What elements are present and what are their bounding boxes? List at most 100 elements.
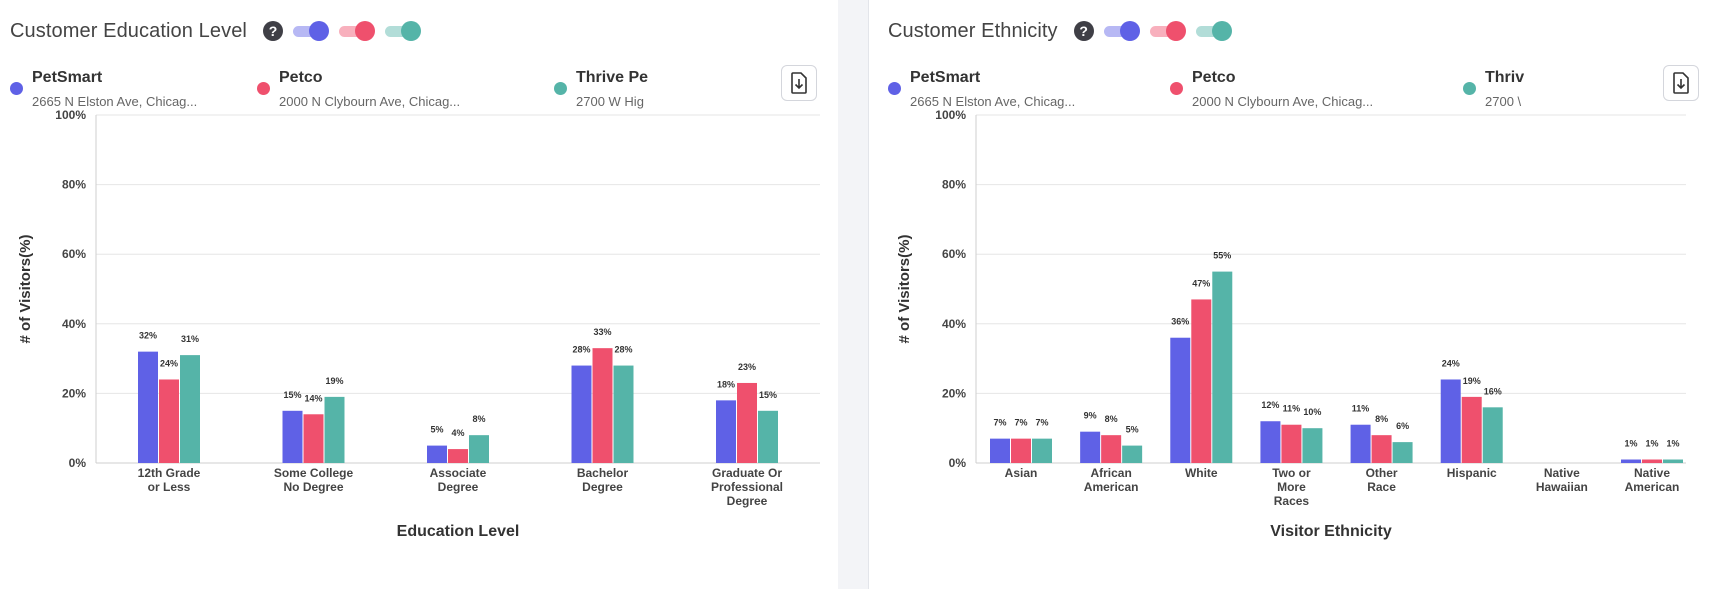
y-tick-label: 20% [62,386,86,400]
data-label: 24% [1442,358,1460,368]
bar-petsmart[interactable] [1440,379,1461,463]
legend-address: 2700 \ [1485,94,1522,109]
y-tick-label: 60% [942,247,966,261]
x-tick-label: Two or More Races [1272,466,1311,508]
bar-petco[interactable] [448,449,468,463]
data-label: 1% [1624,439,1637,449]
data-label: 8% [1105,414,1118,424]
petco-toggle[interactable] [338,20,375,42]
x-tick-label: White [1185,466,1218,480]
bar-petsmart[interactable] [427,445,447,463]
data-label: 33% [593,327,611,337]
bar-thrive-pe[interactable] [180,355,200,463]
x-tick-label: Bachelor Degree [577,466,629,494]
x-axis-title: Visitor Ethnicity [1270,523,1392,540]
bar-petco[interactable] [1642,459,1662,463]
thrive-toggle[interactable] [384,20,421,42]
bar-thriv[interactable] [1663,459,1683,463]
petsmart-toggle[interactable] [1103,20,1140,42]
bar-thrive-pe[interactable] [758,410,778,463]
education-panel: Customer Education Level ? PetSmart 2665… [0,0,838,589]
data-label: 4% [451,428,464,438]
bar-thriv[interactable] [1482,407,1503,463]
bar-petsmart[interactable] [1170,337,1191,463]
legend-dot [554,82,567,95]
y-tick-label: 100% [55,110,86,122]
legend-item-thrive[interactable]: Thriv 2700 \ [1463,66,1546,112]
legend-item-petsmart[interactable]: PetSmart 2665 N Elston Ave, Chicag... [10,66,240,112]
x-tick-label: Hispanic [1447,466,1497,480]
legend-dot [257,82,270,95]
chart-legend: PetSmart 2665 N Elston Ave, Chicag... Pe… [888,66,1546,112]
data-label: 15% [283,390,301,400]
help-icon[interactable]: ? [262,21,283,41]
x-tick-label: Native Hawaiian [1536,466,1588,494]
legend-name: Petco [279,69,323,86]
bar-petco[interactable] [1191,299,1212,463]
data-label: 1% [1666,439,1679,449]
bar-petsmart[interactable] [282,410,303,463]
legend-item-petco[interactable]: Petco 2000 N Clybourn Ave, Chicag... [257,66,517,112]
legend-dot [1463,82,1476,95]
data-label: 23% [738,362,756,372]
y-axis-title: # of Visitors(%) [17,235,34,344]
data-label: 11% [1283,404,1301,414]
download-icon [791,72,807,94]
y-tick-label: 40% [942,317,966,331]
download-button[interactable] [781,65,817,101]
legend-item-petco[interactable]: Petco 2000 N Clybourn Ave, Chicag... [1170,66,1430,112]
petsmart-toggle[interactable] [292,20,329,42]
data-label: 12% [1261,400,1279,410]
bar-petco[interactable] [303,414,324,463]
bar-thriv[interactable] [1032,438,1052,463]
data-label: 9% [1084,411,1097,421]
data-label: 7% [1014,418,1027,428]
bar-petsmart[interactable] [1350,424,1371,463]
ethnicity-title-row: Customer Ethnicity ? [888,16,1232,46]
bar-thriv[interactable] [1122,445,1143,463]
bar-thriv[interactable] [1392,442,1413,463]
data-label: 7% [1035,418,1048,428]
bar-petco[interactable] [1281,424,1302,463]
bar-thriv[interactable] [1212,271,1233,463]
bar-petco[interactable] [737,382,757,463]
legend-dot [1170,82,1183,95]
bar-petsmart[interactable] [990,438,1010,463]
bar-petco[interactable] [1371,435,1392,463]
x-axis-title: Education Level [397,523,520,540]
bar-petco[interactable] [1101,435,1122,463]
bar-petco[interactable] [159,379,179,463]
legend-name: PetSmart [910,69,981,86]
bar-petsmart[interactable] [716,400,736,463]
legend-item-petsmart[interactable]: PetSmart 2665 N Elston Ave, Chicag... [888,66,1118,112]
y-tick-label: 0% [69,456,87,470]
data-label: 11% [1352,404,1370,414]
data-label: 16% [1484,386,1502,396]
bar-petsmart[interactable] [571,365,592,463]
bar-petco[interactable] [592,348,613,463]
data-label: 1% [1645,439,1658,449]
legend-name: Thrive Pe [576,69,649,86]
help-icon[interactable]: ? [1073,21,1094,41]
bar-petco[interactable] [1461,396,1482,463]
download-button[interactable] [1663,65,1699,101]
ethnicity-panel: Customer Ethnicity ? PetSmart 2665 N Els… [868,0,1714,589]
bar-petsmart[interactable] [1080,431,1101,463]
bar-thriv[interactable] [1302,428,1323,463]
bar-petsmart[interactable] [1260,421,1281,463]
y-tick-label: 100% [935,110,966,122]
bar-petco[interactable] [1011,438,1031,463]
legend-item-thrive[interactable]: Thrive Pe 2700 W Hig [554,66,654,112]
petco-toggle[interactable] [1149,20,1186,42]
legend-address: 2665 N Elston Ave, Chicag... [32,94,198,109]
data-label: 15% [759,390,777,400]
ethnicity-bar-chart: 0% 20% 40% 60% 80% 100% # of Visitors(%) 7% 7% 7%… [896,110,1686,540]
bar-thrive-pe[interactable] [613,365,634,463]
legend-address: 2000 N Clybourn Ave, Chicag... [279,94,461,109]
bar-thrive-pe[interactable] [324,396,345,463]
data-label: 18% [717,379,735,389]
bar-petsmart[interactable] [1621,459,1641,463]
thrive-toggle[interactable] [1195,20,1232,42]
bar-petsmart[interactable] [138,351,158,463]
bar-thrive-pe[interactable] [469,435,489,463]
